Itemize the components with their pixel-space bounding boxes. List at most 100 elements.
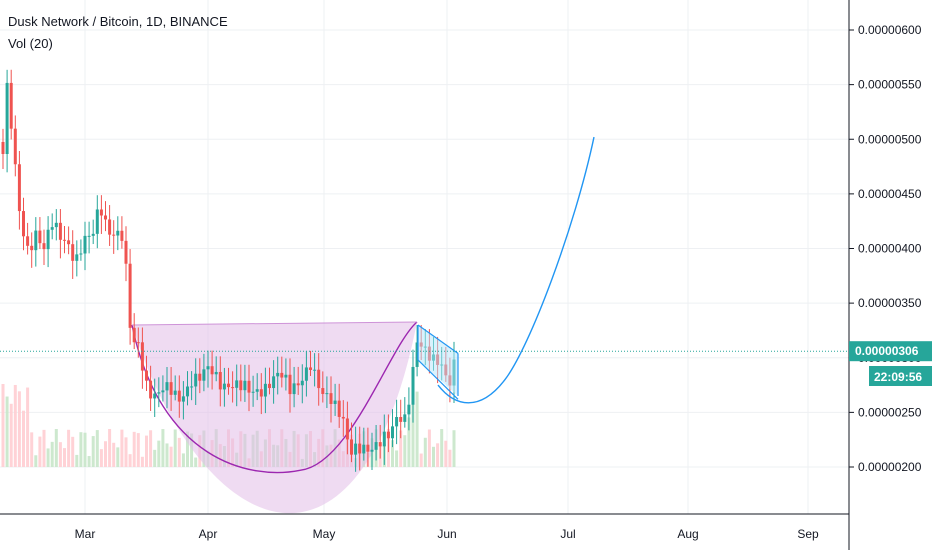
volume-bar [448, 449, 452, 467]
volume-bar [177, 437, 181, 467]
volume-bar [423, 437, 427, 467]
volume-bar [173, 429, 177, 467]
candle-body [276, 372, 280, 377]
volume-bar [54, 429, 58, 467]
volume-bar [181, 453, 185, 467]
volume-bar [71, 436, 75, 467]
countdown-badge [869, 366, 932, 386]
candle-body [304, 367, 308, 381]
candle-body [186, 386, 189, 397]
volume-bar [30, 432, 34, 467]
candle-body [71, 244, 75, 261]
volume-bar [407, 417, 411, 467]
volume-indicator-label[interactable]: Vol (20) [8, 36, 53, 51]
candle-body [79, 253, 83, 255]
candle-body [13, 128, 17, 165]
candle-body [386, 431, 390, 439]
candle-body [22, 211, 25, 237]
volume-bar [46, 448, 50, 467]
volume-bar [5, 396, 9, 467]
flag-fill [418, 324, 458, 396]
candle-body [1, 141, 5, 154]
volume-bar [419, 453, 423, 467]
candle-body [407, 404, 411, 415]
flag-upper-line [417, 324, 459, 354]
time-axis[interactable]: Mar Apr May Jun Jul Aug Sep [75, 527, 819, 541]
volume-bar [50, 441, 54, 467]
volume-bar [9, 403, 13, 467]
volume-bar [399, 430, 403, 467]
candle-body [128, 263, 132, 328]
candle-body [9, 82, 13, 129]
price-tick-label: 0.00000350 [858, 296, 922, 310]
volume-bar [108, 429, 112, 467]
candle-body [99, 209, 103, 216]
candle-body [247, 380, 251, 393]
candle-body [46, 229, 50, 250]
price-tick-label: 0.00000500 [858, 132, 922, 146]
volume-bar [145, 435, 148, 467]
last-price-badge [849, 341, 932, 362]
candle-body [177, 390, 181, 402]
volume-bar [13, 384, 17, 467]
volume-bar [58, 442, 62, 467]
candle-body [5, 82, 9, 154]
price-tick-label: 0.00000200 [858, 460, 922, 474]
price-tick-label: 0.00000450 [858, 187, 922, 201]
candle-body [120, 230, 124, 241]
volume-bar [124, 437, 128, 467]
volume-bar [403, 435, 407, 467]
time-tick-label: May [313, 527, 336, 541]
candle-body [218, 371, 222, 390]
candle-body [354, 443, 358, 455]
candle-body [87, 235, 91, 237]
time-tick-label: Mar [75, 527, 96, 541]
price-tick-label: 0.00000400 [858, 242, 922, 256]
candle-body [198, 373, 202, 381]
candle-body [296, 383, 300, 386]
price-tick-label: 0.00000550 [858, 78, 922, 92]
volume-bar [120, 429, 124, 467]
candle-body [132, 327, 136, 343]
volume-bar [444, 440, 448, 467]
candle-body [165, 382, 169, 391]
candle-body [38, 230, 42, 244]
volume-bar [165, 443, 169, 467]
candle-body [169, 382, 173, 395]
volume-bar [136, 433, 140, 467]
candle-body [108, 219, 112, 235]
candle-body [222, 383, 226, 390]
candle-body [358, 443, 362, 454]
price-axis[interactable]: 0.00000600 0.00000550 0.00000500 0.00000450… [849, 23, 922, 474]
candle-body [67, 240, 71, 245]
candle-body [194, 373, 198, 387]
volume-bar [149, 430, 153, 467]
candle-body [411, 366, 415, 405]
volume-bar [104, 441, 107, 467]
candle-body [140, 342, 144, 371]
volume-bar [190, 433, 194, 467]
candle-body [54, 222, 58, 228]
candle-body [255, 389, 259, 392]
candle-body [83, 235, 87, 254]
volume-bar [67, 429, 71, 467]
chart-grid [0, 0, 849, 514]
candle-body [251, 391, 255, 393]
cup-pattern-drawing[interactable] [131, 321, 418, 514]
volume-bar [75, 454, 79, 467]
candle-body [333, 400, 337, 404]
volume-bar [391, 440, 394, 467]
candle-body [227, 383, 230, 388]
candle-body [145, 370, 148, 381]
candle-body [378, 442, 382, 447]
candle-body [321, 388, 325, 394]
candle-body [235, 380, 239, 388]
flag-pattern-drawing[interactable] [417, 324, 459, 400]
candle-body [190, 386, 194, 388]
volume-bar [161, 429, 165, 467]
candle-body [202, 369, 206, 381]
candle-body [173, 390, 177, 395]
candle-body [75, 254, 79, 261]
projection-curve[interactable] [437, 136, 595, 404]
